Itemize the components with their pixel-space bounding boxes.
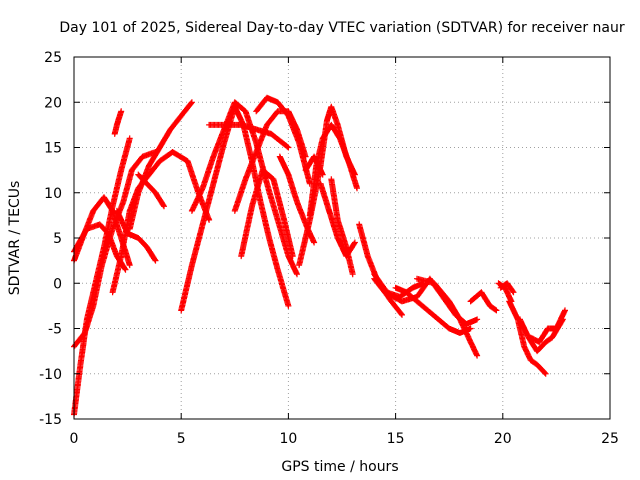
data-series: [414, 275, 481, 359]
x-tick-label: 15: [387, 431, 405, 447]
y-tick-label: -15: [39, 412, 62, 428]
data-point-markers: [126, 99, 195, 232]
data-series: [111, 108, 125, 137]
data-point-markers: [392, 284, 474, 336]
axis-ticks: 0 5 10 15 20 25 -15 -10 -5 0 5 10 15 20 25: [39, 50, 619, 447]
data-point-markers: [111, 108, 125, 137]
data-series: [302, 153, 326, 178]
x-tick-label: 10: [279, 431, 297, 447]
data-point-markers: [371, 275, 481, 327]
x-tick-label: 5: [177, 431, 186, 447]
y-tick-label: 25: [44, 50, 62, 66]
data-series: [467, 289, 500, 314]
x-tick-label: 20: [494, 431, 512, 447]
data-point-markers: [356, 221, 405, 318]
data-series: [392, 284, 474, 336]
data-series: [497, 280, 517, 296]
x-tick-label: 25: [601, 431, 619, 447]
data-series: [113, 207, 159, 264]
data-series: [527, 307, 568, 346]
y-axis-label: SDTVAR / TECUs: [7, 181, 23, 296]
data-series: [356, 221, 405, 318]
data-point-markers: [497, 280, 517, 296]
y-tick-label: 15: [44, 141, 62, 157]
data-series: [126, 99, 195, 232]
data-point-markers: [276, 153, 318, 246]
x-axis-label: GPS time / hours: [281, 459, 398, 475]
data-series: [135, 171, 167, 210]
data-series: [506, 298, 549, 377]
y-tick-label: 5: [53, 231, 62, 247]
data-point-markers: [238, 167, 296, 260]
data-series: [371, 275, 481, 327]
data-point-markers: [414, 275, 481, 359]
data-point-markers: [135, 171, 167, 210]
chart-title: Day 101 of 2025, Sidereal Day-to-day VTE…: [59, 20, 625, 36]
data-marks: [71, 94, 568, 418]
y-tick-label: 20: [44, 95, 62, 111]
x-tick-label: 0: [70, 431, 79, 447]
y-tick-label: 10: [44, 186, 62, 202]
data-point-markers: [467, 289, 500, 314]
data-series: [276, 153, 318, 246]
data-series: [238, 167, 296, 260]
y-tick-label: -5: [48, 322, 62, 338]
data-point-markers: [328, 176, 356, 278]
data-point-markers: [302, 153, 326, 178]
y-tick-label: 0: [53, 276, 62, 292]
data-series: [328, 176, 356, 278]
data-point-markers: [206, 121, 292, 151]
data-series: [206, 121, 292, 151]
y-tick-label: -10: [39, 367, 62, 383]
data-point-markers: [506, 298, 549, 377]
data-point-markers: [113, 207, 159, 264]
data-point-markers: [527, 307, 568, 346]
